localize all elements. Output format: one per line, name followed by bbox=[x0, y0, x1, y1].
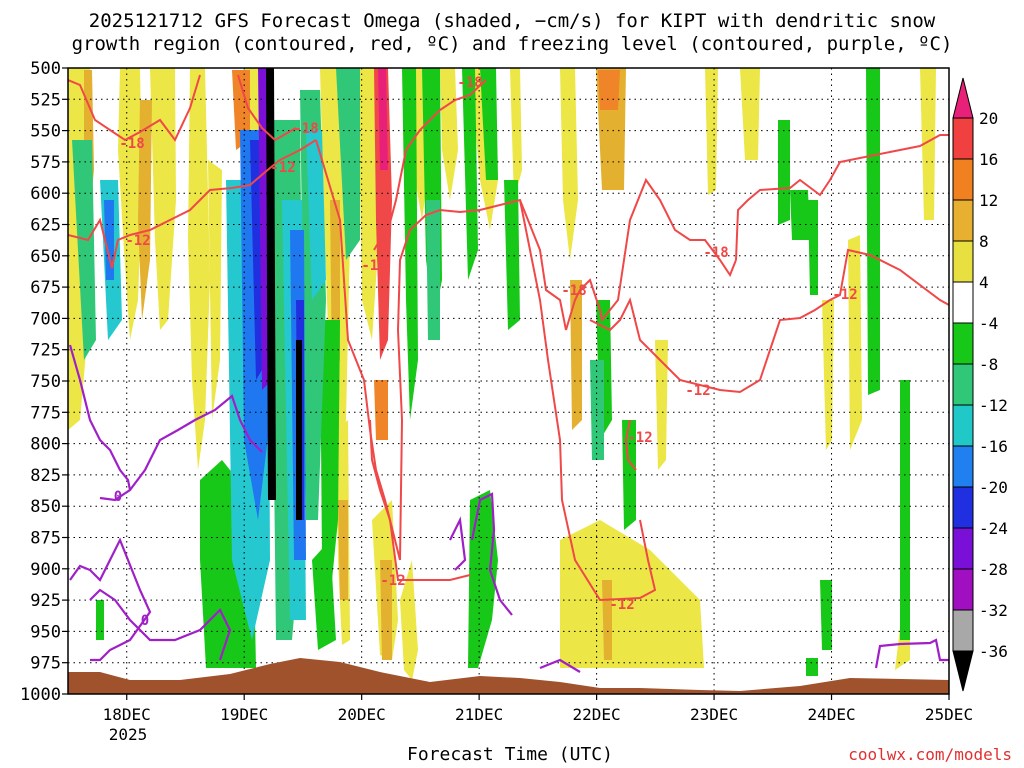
colorbar-tick-label: -12 bbox=[979, 396, 1008, 415]
colorbar-tick-label: 4 bbox=[979, 273, 989, 292]
colorbar: 20 16 12 8 4 -4 -8 -12 -16 -20 -24 -28 -32 -36 bbox=[952, 77, 1008, 692]
colorbar-band bbox=[952, 445, 974, 488]
dendritic-contour-label: -12 bbox=[685, 383, 710, 399]
freezing-contour-label: 0 bbox=[141, 613, 149, 629]
colorbar-tick-label: -24 bbox=[979, 519, 1008, 538]
y-tick-label: 1000 bbox=[20, 685, 61, 705]
x-year-label: 2025 bbox=[109, 725, 148, 744]
colorbar-tick-label: 12 bbox=[979, 191, 998, 210]
x-axis-title: Forecast Time (UTC) bbox=[407, 744, 613, 765]
dendritic-contour-label: -12 bbox=[125, 233, 150, 249]
colorbar-tick-label: -20 bbox=[979, 478, 1008, 497]
colorbar-band bbox=[952, 281, 974, 324]
dendritic-contour-label: -18 bbox=[561, 283, 586, 299]
dendritic-contour-label: -18 bbox=[119, 136, 144, 152]
colorbar-band bbox=[952, 363, 974, 406]
x-tick-label: 24DEC bbox=[807, 705, 855, 724]
colorbar-tick-label: 20 bbox=[979, 109, 998, 128]
colorbar-band bbox=[952, 158, 974, 201]
y-tick-label: 625 bbox=[30, 216, 61, 236]
dendritic-contour-label: -12 bbox=[627, 430, 652, 446]
y-tick-label: 725 bbox=[30, 341, 61, 361]
colorbar-tick-label: -8 bbox=[979, 355, 998, 374]
y-tick-label: 700 bbox=[30, 309, 61, 329]
colorbar-tick-label: 8 bbox=[979, 232, 989, 251]
y-tick-label: 550 bbox=[30, 122, 61, 142]
y-tick-label: 825 bbox=[30, 466, 61, 486]
colorbar-tick-label: -16 bbox=[979, 437, 1008, 456]
y-tick-label: 675 bbox=[30, 278, 61, 298]
y-tick-label: 975 bbox=[30, 654, 61, 674]
y-tick-label: 575 bbox=[30, 153, 61, 173]
dendritic-contour-label: -12 bbox=[609, 597, 634, 613]
chart-grid bbox=[68, 68, 950, 694]
y-tick-label: 850 bbox=[30, 497, 61, 517]
x-tick-label: 25DEC bbox=[925, 705, 973, 724]
colorbar-band bbox=[952, 199, 974, 242]
x-tick-label: 22DEC bbox=[573, 705, 621, 724]
dendritic-contour-label: -18 bbox=[457, 75, 482, 91]
y-tick-label: 525 bbox=[30, 90, 61, 110]
dendritic-contours bbox=[68, 74, 949, 602]
y-axis: 500 525 550 575 600 625 650 675 700 725 750 775 800 8… bbox=[20, 59, 68, 705]
contour-labels: -18 -12 -18 -12 -18 -12 -18 -12 -12 -12 -12 -18 -12 0… bbox=[114, 75, 858, 629]
x-axis: 18DEC 19DEC 20DEC 21DEC 22DEC 23DEC 24DEC 25DEC bbox=[103, 694, 973, 724]
y-tick-label: 750 bbox=[30, 372, 61, 392]
x-tick-label: 21DEC bbox=[455, 705, 503, 724]
y-tick-label: 925 bbox=[30, 591, 61, 611]
colorbar-band bbox=[952, 527, 974, 570]
dendritic-contour-label: -12 bbox=[270, 160, 295, 176]
colorbar-tick-label: -36 bbox=[979, 642, 1008, 661]
y-tick-label: 600 bbox=[30, 184, 61, 204]
colorbar-tick-label: -4 bbox=[979, 314, 998, 333]
x-tick-label: 20DEC bbox=[338, 705, 386, 724]
y-tick-label: 875 bbox=[30, 529, 61, 549]
dendritic-contour-label: -12 bbox=[380, 573, 405, 589]
y-tick-label: 650 bbox=[30, 247, 61, 267]
x-tick-label: 19DEC bbox=[220, 705, 268, 724]
freezing-contours bbox=[68, 344, 949, 673]
freezing-contour-label: 0 bbox=[114, 489, 122, 505]
colorbar-tick-label: 16 bbox=[979, 150, 998, 169]
x-tick-label: 23DEC bbox=[690, 705, 738, 724]
y-tick-label: 775 bbox=[30, 403, 61, 423]
colorbar-arrow-top bbox=[952, 77, 974, 119]
colorbar-band bbox=[952, 240, 974, 283]
colorbar-band bbox=[952, 486, 974, 529]
x-tick-label: 18DEC bbox=[103, 705, 151, 724]
colorbar-band bbox=[952, 117, 974, 160]
colorbar-tick-label: -28 bbox=[979, 560, 1008, 579]
colorbar-arrow-bottom bbox=[952, 650, 974, 692]
y-tick-label: 800 bbox=[30, 435, 61, 455]
y-tick-label: 500 bbox=[30, 59, 61, 79]
omega-shading bbox=[68, 68, 936, 680]
chart-title-line-1: 2025121712 GFS Forecast Omega (shaded, −… bbox=[88, 10, 936, 32]
y-tick-label: 950 bbox=[30, 622, 61, 642]
colorbar-band bbox=[952, 322, 974, 365]
y-tick-label: 900 bbox=[30, 560, 61, 580]
terrain-fill bbox=[68, 658, 949, 694]
colorbar-band bbox=[952, 404, 974, 447]
colorbar-band bbox=[952, 609, 974, 652]
chart-title-line-2: growth region (contoured, red, ºC) and f… bbox=[71, 33, 953, 55]
dendritic-contour-label: -18 bbox=[293, 121, 318, 137]
dendritic-contour-label: -12 bbox=[361, 258, 386, 274]
dendritic-contour-label: -18 bbox=[703, 245, 728, 261]
site-credit: coolwx.com/models bbox=[848, 745, 1012, 764]
dendritic-contour-label: -12 bbox=[832, 287, 857, 303]
colorbar-tick-label: -32 bbox=[979, 601, 1008, 620]
colorbar-band bbox=[952, 568, 974, 611]
